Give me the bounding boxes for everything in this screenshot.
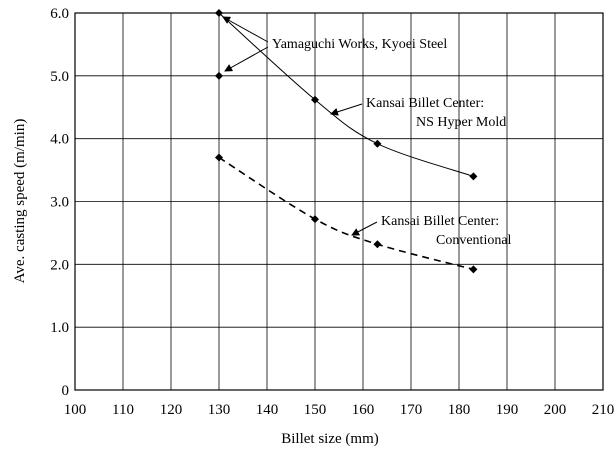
data-point [373,240,382,249]
x-tick-label: 110 [112,402,134,418]
data-point [215,153,223,162]
x-tick-label: 180 [448,402,471,418]
series-line [218,12,474,177]
x-axis-label: Billet size (mm) [281,431,378,447]
x-tick-label: 150 [304,402,327,418]
y-tick-label: 5.0 [50,69,69,85]
y-tick-label: 4.0 [50,132,69,148]
x-tick-label: 210 [592,402,615,418]
y-tick-label: 6.0 [50,6,69,22]
plot-frame [74,12,604,391]
x-tick-label: 130 [208,402,231,418]
x-tick-label: 100 [64,402,87,418]
x-tick-label: 140 [256,402,279,418]
x-tick-label: 160 [352,402,375,418]
y-axis-label: Ave. casting speed (m/min) [12,119,28,284]
x-tick-label: 170 [400,402,423,418]
data-point [215,9,223,17]
data-point [311,95,319,104]
data-point [469,172,478,181]
y-tick-label: 0 [62,383,70,399]
data-point [469,265,478,274]
data-point [311,215,319,224]
annotation-arrow [224,46,269,72]
x-tick-label: 120 [160,402,183,418]
annotation: NS Hyper Mold [416,115,506,130]
grid: 100 110 120 130 140 150 160 170 180 190 200 210 0 1.0… [50,6,614,418]
y-tick-label: 1.0 [50,320,69,336]
annotation-arrow [222,16,269,43]
annotation: Yamaguchi Works, Kyoei Steel [272,37,447,52]
x-tick-label: 190 [496,402,519,418]
x-tick-label: 200 [544,402,567,418]
y-tick-label: 3.0 [50,195,69,211]
annotation: Kansai Billet Center: [366,96,484,111]
series-line [218,156,474,271]
data-point [373,139,382,148]
annotation-arrow [351,221,378,236]
annotation: Kansai Billet Center: [381,214,499,229]
data-point [215,71,223,80]
marks [215,9,478,274]
annotation: Conventional [436,233,512,248]
annotation-arrow [330,103,363,116]
y-tick-label: 2.0 [50,257,69,273]
